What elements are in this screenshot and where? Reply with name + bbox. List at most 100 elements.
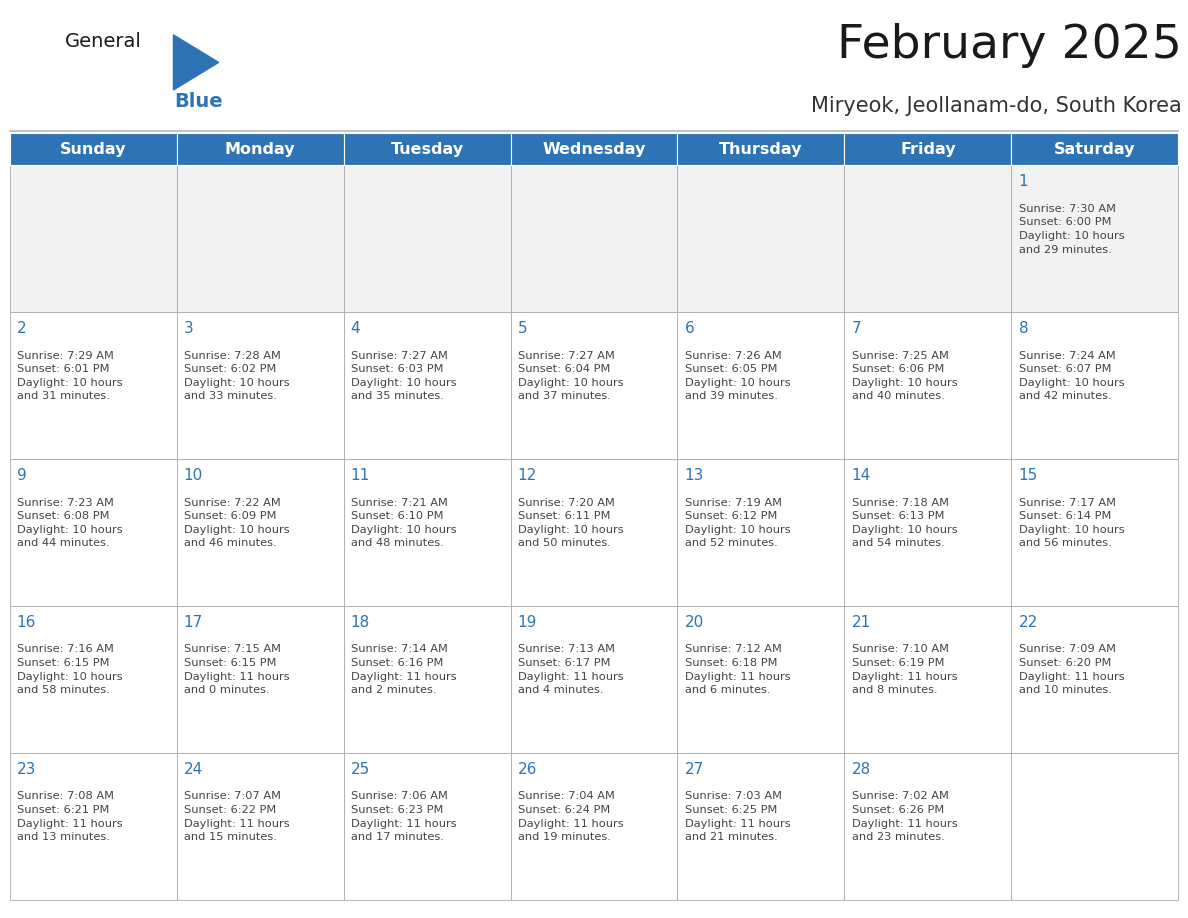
Bar xyxy=(343,606,511,753)
Text: Thursday: Thursday xyxy=(719,141,803,157)
Bar xyxy=(10,459,177,606)
Text: Sunrise: 7:30 AM
Sunset: 6:00 PM
Daylight: 10 hours
and 29 minutes.: Sunrise: 7:30 AM Sunset: 6:00 PM Dayligh… xyxy=(1018,204,1124,254)
Bar xyxy=(677,606,845,753)
Text: 7: 7 xyxy=(852,321,861,336)
Text: Sunrise: 7:04 AM
Sunset: 6:24 PM
Daylight: 11 hours
and 19 minutes.: Sunrise: 7:04 AM Sunset: 6:24 PM Dayligh… xyxy=(518,791,624,842)
Text: Wednesday: Wednesday xyxy=(542,141,646,157)
Text: Sunrise: 7:26 AM
Sunset: 6:05 PM
Daylight: 10 hours
and 39 minutes.: Sunrise: 7:26 AM Sunset: 6:05 PM Dayligh… xyxy=(684,351,790,401)
Text: Sunrise: 7:25 AM
Sunset: 6:06 PM
Daylight: 10 hours
and 40 minutes.: Sunrise: 7:25 AM Sunset: 6:06 PM Dayligh… xyxy=(852,351,958,401)
Bar xyxy=(343,312,511,459)
Text: Sunrise: 7:28 AM
Sunset: 6:02 PM
Daylight: 10 hours
and 33 minutes.: Sunrise: 7:28 AM Sunset: 6:02 PM Dayligh… xyxy=(184,351,289,401)
Text: 15: 15 xyxy=(1018,468,1038,483)
Text: 16: 16 xyxy=(17,615,36,630)
Text: Sunrise: 7:20 AM
Sunset: 6:11 PM
Daylight: 10 hours
and 50 minutes.: Sunrise: 7:20 AM Sunset: 6:11 PM Dayligh… xyxy=(518,498,624,548)
Bar xyxy=(177,459,343,606)
Bar xyxy=(177,753,343,900)
Text: 3: 3 xyxy=(184,321,194,336)
Text: 1: 1 xyxy=(1018,174,1029,189)
Text: Friday: Friday xyxy=(901,141,956,157)
Bar xyxy=(677,133,845,165)
Text: Sunrise: 7:29 AM
Sunset: 6:01 PM
Daylight: 10 hours
and 31 minutes.: Sunrise: 7:29 AM Sunset: 6:01 PM Dayligh… xyxy=(17,351,122,401)
Bar xyxy=(177,165,343,312)
Text: 27: 27 xyxy=(684,762,703,777)
Text: Sunrise: 7:09 AM
Sunset: 6:20 PM
Daylight: 11 hours
and 10 minutes.: Sunrise: 7:09 AM Sunset: 6:20 PM Dayligh… xyxy=(1018,644,1124,695)
Text: Tuesday: Tuesday xyxy=(391,141,463,157)
Text: 14: 14 xyxy=(852,468,871,483)
Text: Sunrise: 7:03 AM
Sunset: 6:25 PM
Daylight: 11 hours
and 21 minutes.: Sunrise: 7:03 AM Sunset: 6:25 PM Dayligh… xyxy=(684,791,790,842)
Bar xyxy=(343,133,511,165)
Bar xyxy=(1011,133,1178,165)
Text: Sunrise: 7:10 AM
Sunset: 6:19 PM
Daylight: 11 hours
and 8 minutes.: Sunrise: 7:10 AM Sunset: 6:19 PM Dayligh… xyxy=(852,644,958,695)
Text: 17: 17 xyxy=(184,615,203,630)
Bar xyxy=(10,165,177,312)
Text: Sunrise: 7:15 AM
Sunset: 6:15 PM
Daylight: 11 hours
and 0 minutes.: Sunrise: 7:15 AM Sunset: 6:15 PM Dayligh… xyxy=(184,644,289,695)
Bar xyxy=(845,606,1011,753)
Bar xyxy=(677,165,845,312)
Text: Sunrise: 7:07 AM
Sunset: 6:22 PM
Daylight: 11 hours
and 15 minutes.: Sunrise: 7:07 AM Sunset: 6:22 PM Dayligh… xyxy=(184,791,289,842)
Bar xyxy=(177,133,343,165)
Bar xyxy=(845,133,1011,165)
Text: Sunrise: 7:19 AM
Sunset: 6:12 PM
Daylight: 10 hours
and 52 minutes.: Sunrise: 7:19 AM Sunset: 6:12 PM Dayligh… xyxy=(684,498,790,548)
Text: 20: 20 xyxy=(684,615,703,630)
Text: Saturday: Saturday xyxy=(1054,141,1136,157)
Text: Sunrise: 7:21 AM
Sunset: 6:10 PM
Daylight: 10 hours
and 48 minutes.: Sunrise: 7:21 AM Sunset: 6:10 PM Dayligh… xyxy=(350,498,456,548)
Text: February 2025: February 2025 xyxy=(838,23,1182,68)
Text: 24: 24 xyxy=(184,762,203,777)
Bar xyxy=(1011,312,1178,459)
Bar xyxy=(845,165,1011,312)
Text: 11: 11 xyxy=(350,468,369,483)
Text: 8: 8 xyxy=(1018,321,1029,336)
Text: Sunrise: 7:23 AM
Sunset: 6:08 PM
Daylight: 10 hours
and 44 minutes.: Sunrise: 7:23 AM Sunset: 6:08 PM Dayligh… xyxy=(17,498,122,548)
Bar xyxy=(10,133,177,165)
Bar xyxy=(845,312,1011,459)
Bar xyxy=(677,753,845,900)
Text: 4: 4 xyxy=(350,321,360,336)
Text: Sunrise: 7:18 AM
Sunset: 6:13 PM
Daylight: 10 hours
and 54 minutes.: Sunrise: 7:18 AM Sunset: 6:13 PM Dayligh… xyxy=(852,498,958,548)
Text: 28: 28 xyxy=(852,762,871,777)
Bar xyxy=(511,606,677,753)
Bar xyxy=(511,459,677,606)
Bar xyxy=(511,133,677,165)
Bar xyxy=(1011,606,1178,753)
Text: 25: 25 xyxy=(350,762,369,777)
Text: Sunrise: 7:13 AM
Sunset: 6:17 PM
Daylight: 11 hours
and 4 minutes.: Sunrise: 7:13 AM Sunset: 6:17 PM Dayligh… xyxy=(518,644,624,695)
Bar xyxy=(1011,459,1178,606)
Bar xyxy=(10,753,177,900)
Bar xyxy=(845,459,1011,606)
Bar xyxy=(677,312,845,459)
Text: Sunday: Sunday xyxy=(59,141,126,157)
Bar xyxy=(343,165,511,312)
Bar xyxy=(343,753,511,900)
Text: 10: 10 xyxy=(184,468,203,483)
Text: Sunrise: 7:12 AM
Sunset: 6:18 PM
Daylight: 11 hours
and 6 minutes.: Sunrise: 7:12 AM Sunset: 6:18 PM Dayligh… xyxy=(684,644,790,695)
Text: 22: 22 xyxy=(1018,615,1038,630)
Text: Sunrise: 7:06 AM
Sunset: 6:23 PM
Daylight: 11 hours
and 17 minutes.: Sunrise: 7:06 AM Sunset: 6:23 PM Dayligh… xyxy=(350,791,456,842)
Bar xyxy=(177,606,343,753)
Text: 18: 18 xyxy=(350,615,369,630)
Text: 2: 2 xyxy=(17,321,26,336)
Text: Sunrise: 7:14 AM
Sunset: 6:16 PM
Daylight: 11 hours
and 2 minutes.: Sunrise: 7:14 AM Sunset: 6:16 PM Dayligh… xyxy=(350,644,456,695)
Text: General: General xyxy=(65,32,143,51)
Bar xyxy=(511,753,677,900)
Text: 5: 5 xyxy=(518,321,527,336)
Bar xyxy=(343,459,511,606)
Text: Sunrise: 7:22 AM
Sunset: 6:09 PM
Daylight: 10 hours
and 46 minutes.: Sunrise: 7:22 AM Sunset: 6:09 PM Dayligh… xyxy=(184,498,289,548)
Text: 19: 19 xyxy=(518,615,537,630)
Polygon shape xyxy=(173,35,219,90)
Text: Sunrise: 7:08 AM
Sunset: 6:21 PM
Daylight: 11 hours
and 13 minutes.: Sunrise: 7:08 AM Sunset: 6:21 PM Dayligh… xyxy=(17,791,122,842)
Bar xyxy=(10,312,177,459)
Bar xyxy=(1011,753,1178,900)
Text: 26: 26 xyxy=(518,762,537,777)
Text: Sunrise: 7:27 AM
Sunset: 6:04 PM
Daylight: 10 hours
and 37 minutes.: Sunrise: 7:27 AM Sunset: 6:04 PM Dayligh… xyxy=(518,351,624,401)
Text: 9: 9 xyxy=(17,468,26,483)
Text: Sunrise: 7:27 AM
Sunset: 6:03 PM
Daylight: 10 hours
and 35 minutes.: Sunrise: 7:27 AM Sunset: 6:03 PM Dayligh… xyxy=(350,351,456,401)
Text: Blue: Blue xyxy=(175,92,223,111)
Text: Miryeok, Jeollanam-do, South Korea: Miryeok, Jeollanam-do, South Korea xyxy=(811,96,1182,117)
Bar xyxy=(1011,165,1178,312)
Bar xyxy=(177,312,343,459)
Bar xyxy=(10,606,177,753)
Bar xyxy=(511,312,677,459)
Text: Sunrise: 7:02 AM
Sunset: 6:26 PM
Daylight: 11 hours
and 23 minutes.: Sunrise: 7:02 AM Sunset: 6:26 PM Dayligh… xyxy=(852,791,958,842)
Text: Sunrise: 7:16 AM
Sunset: 6:15 PM
Daylight: 10 hours
and 58 minutes.: Sunrise: 7:16 AM Sunset: 6:15 PM Dayligh… xyxy=(17,644,122,695)
Text: 23: 23 xyxy=(17,762,36,777)
